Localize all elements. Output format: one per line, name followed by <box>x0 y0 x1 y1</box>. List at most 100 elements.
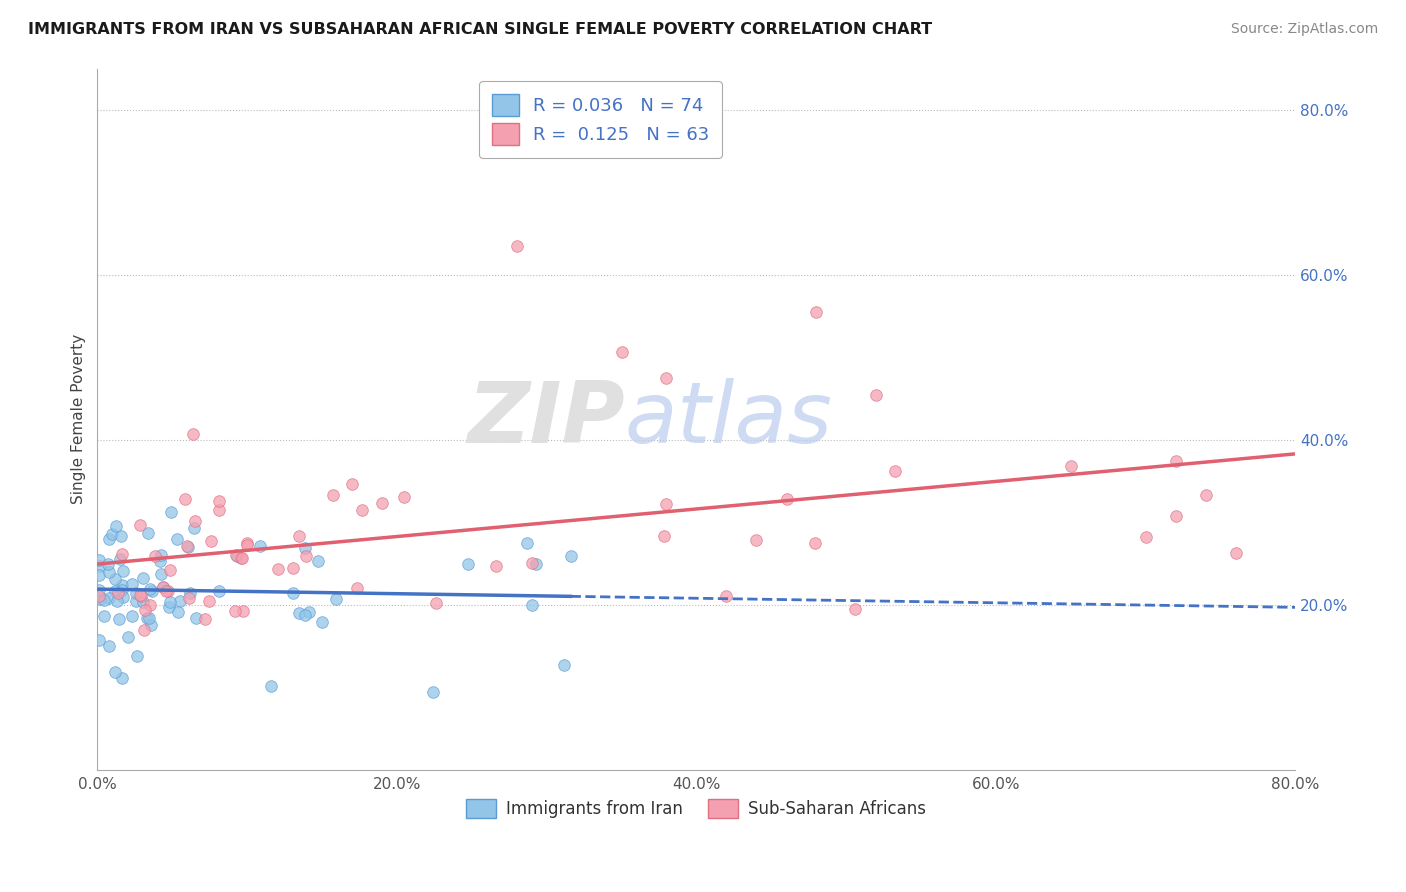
Point <box>125 586 148 600</box>
Point <box>197 594 219 608</box>
Point <box>98 639 121 653</box>
Point <box>179 586 201 600</box>
Point <box>294 549 316 563</box>
Point <box>260 679 283 693</box>
Point <box>181 426 204 441</box>
Point <box>267 562 290 576</box>
Point <box>225 548 247 562</box>
Point <box>97 532 120 546</box>
Point <box>121 577 143 591</box>
Point <box>200 533 222 548</box>
Point <box>224 603 246 617</box>
Point <box>231 551 253 566</box>
Point <box>152 580 174 594</box>
Point <box>183 521 205 535</box>
Text: IMMIGRANTS FROM IRAN VS SUBSAHARAN AFRICAN SINGLE FEMALE POVERTY CORRELATION CHA: IMMIGRANTS FROM IRAN VS SUBSAHARAN AFRIC… <box>28 22 932 37</box>
Point <box>98 566 121 580</box>
Point <box>322 488 344 502</box>
Text: Source: ZipAtlas.com: Source: ZipAtlas.com <box>1230 22 1378 37</box>
Point <box>87 632 110 647</box>
Point <box>110 529 132 543</box>
Point <box>89 591 111 606</box>
Point <box>1225 546 1247 560</box>
Point <box>141 583 163 598</box>
Point <box>139 582 162 596</box>
Point <box>207 503 229 517</box>
Point <box>159 563 181 577</box>
Point <box>93 609 115 624</box>
Point <box>104 665 127 680</box>
Point <box>208 584 231 599</box>
Point <box>117 630 139 644</box>
Point <box>186 610 208 624</box>
Legend: Immigrants from Iran, Sub-Saharan Africans: Immigrants from Iran, Sub-Saharan Africa… <box>460 792 934 825</box>
Point <box>281 561 304 575</box>
Point <box>160 505 183 519</box>
Point <box>105 519 128 533</box>
Point <box>139 598 162 612</box>
Point <box>865 387 887 401</box>
Point <box>655 497 678 511</box>
Point <box>132 571 155 585</box>
Point <box>104 584 127 599</box>
Point <box>111 672 134 686</box>
Point <box>294 607 316 622</box>
Y-axis label: Single Female Poverty: Single Female Poverty <box>72 334 86 504</box>
Point <box>297 605 319 619</box>
Point <box>1164 508 1187 523</box>
Point <box>110 551 132 566</box>
Point <box>716 590 738 604</box>
Point <box>159 595 181 609</box>
Point <box>87 567 110 582</box>
Point <box>520 598 543 612</box>
Point <box>249 539 271 553</box>
Point <box>560 549 582 563</box>
Point <box>346 581 368 595</box>
Point <box>111 547 134 561</box>
Point <box>884 464 907 478</box>
Point <box>288 606 311 620</box>
Point <box>157 583 180 598</box>
Point <box>149 553 172 567</box>
Point <box>425 596 447 610</box>
Point <box>97 557 120 571</box>
Text: atlas: atlas <box>624 377 832 461</box>
Point <box>125 594 148 608</box>
Point <box>307 554 329 568</box>
Point <box>125 648 148 663</box>
Point <box>87 553 110 567</box>
Point <box>235 537 257 551</box>
Point <box>610 345 633 359</box>
Point <box>207 494 229 508</box>
Point <box>104 573 127 587</box>
Point <box>371 496 394 510</box>
Point <box>844 602 866 616</box>
Point <box>132 624 155 638</box>
Point <box>294 541 316 555</box>
Point <box>350 503 373 517</box>
Point <box>236 536 259 550</box>
Point <box>392 490 415 504</box>
Point <box>149 567 172 582</box>
Point <box>111 578 134 592</box>
Point <box>311 615 333 629</box>
Point <box>179 591 201 606</box>
Point <box>516 536 538 550</box>
Point <box>112 590 135 604</box>
Point <box>143 549 166 563</box>
Point <box>89 558 111 573</box>
Text: ZIP: ZIP <box>467 377 624 461</box>
Point <box>325 591 347 606</box>
Point <box>150 548 173 562</box>
Point <box>107 593 129 607</box>
Point <box>152 580 174 594</box>
Point <box>775 491 797 506</box>
Point <box>1060 459 1083 474</box>
Point <box>232 604 254 618</box>
Point <box>226 549 249 563</box>
Point <box>655 371 678 385</box>
Point <box>340 476 363 491</box>
Point <box>129 589 152 603</box>
Point <box>804 536 827 550</box>
Point <box>111 583 134 598</box>
